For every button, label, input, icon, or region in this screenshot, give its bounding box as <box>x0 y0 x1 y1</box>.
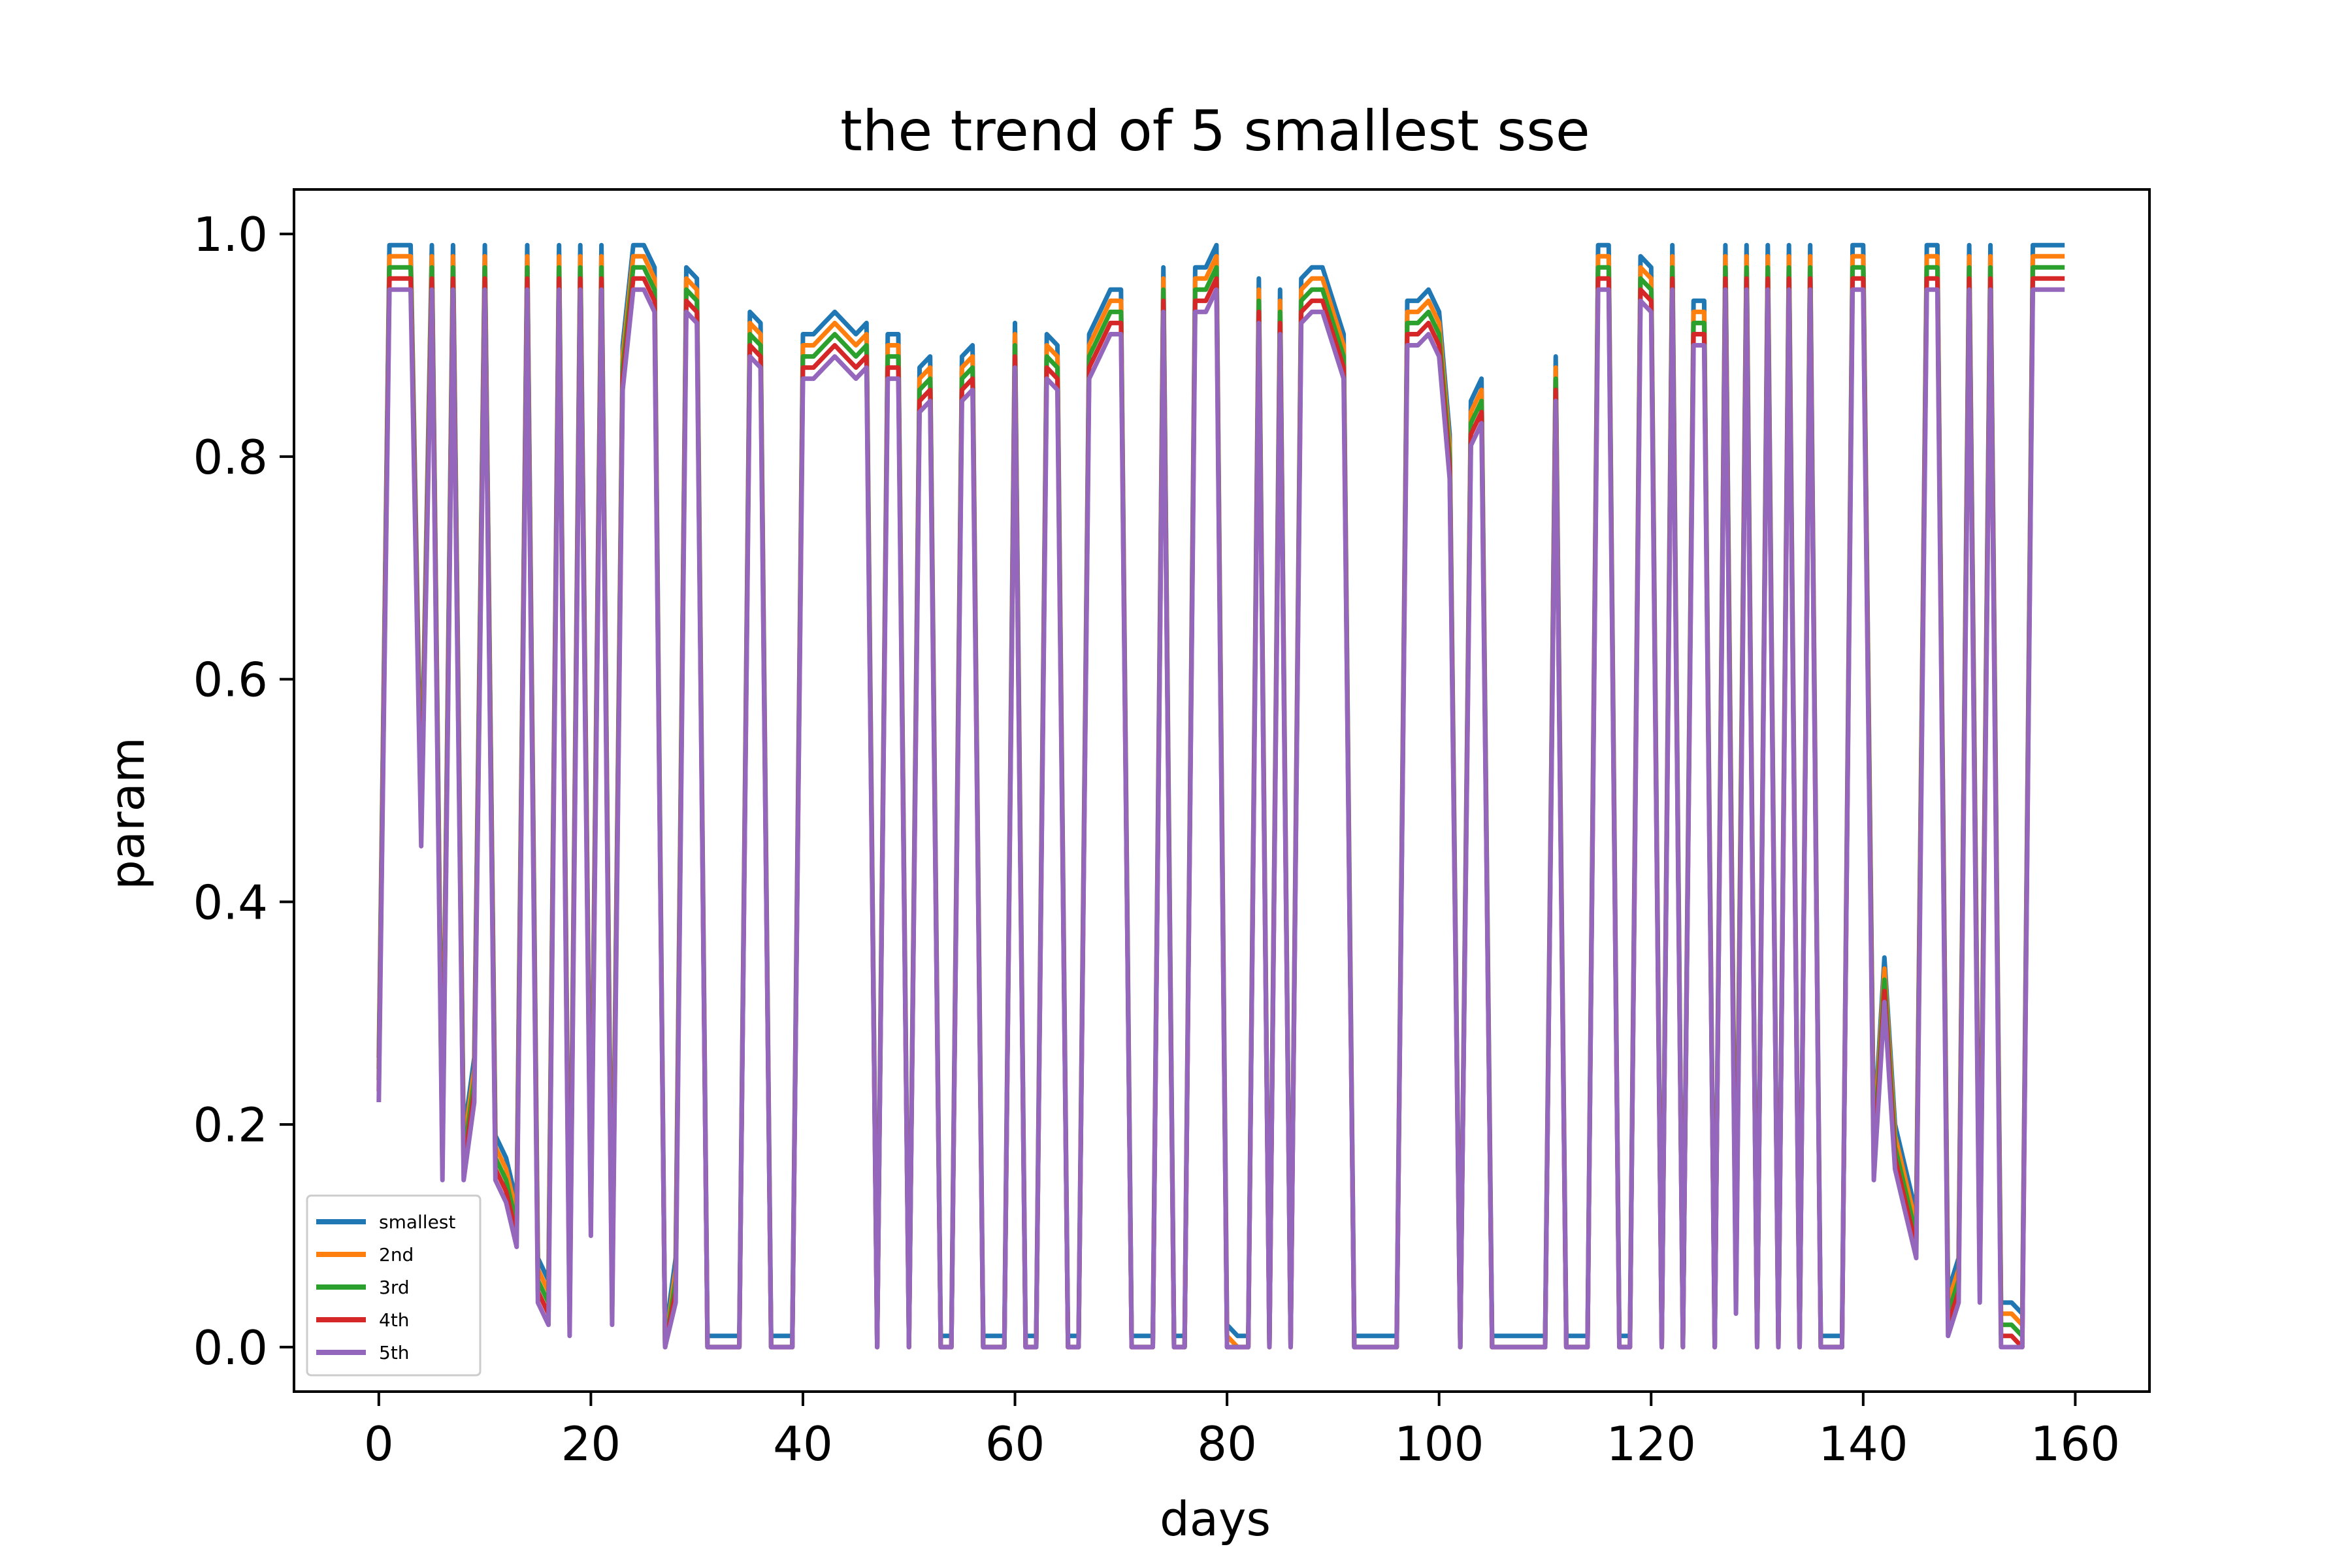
legend-label: 3rd <box>379 1277 410 1298</box>
y-tick-label: 0.0 <box>193 1320 268 1375</box>
y-tick-label: 0.2 <box>193 1098 268 1152</box>
x-axis-label: days <box>1160 1492 1271 1546</box>
legend-label: 5th <box>379 1342 410 1364</box>
legend-label: smallest <box>379 1211 455 1233</box>
legend-label: 4th <box>379 1309 410 1331</box>
y-axis: 0.0 0.2 0.4 0.6 0.8 1.0 <box>193 207 294 1375</box>
x-tick-label: 100 <box>1394 1416 1484 1471</box>
x-tick-label: 160 <box>2031 1416 2120 1471</box>
chart-title: the trend of 5 smallest sse <box>840 99 1590 164</box>
x-tick-label: 140 <box>1818 1416 1908 1471</box>
x-tick-label: 40 <box>773 1416 833 1471</box>
x-tick-label: 0 <box>364 1416 394 1471</box>
legend: smallest 2nd 3rd 4th 5th <box>306 1194 482 1377</box>
x-tick-label: 80 <box>1197 1416 1257 1471</box>
y-tick-label: 0.6 <box>193 653 268 708</box>
legend-label: 2nd <box>379 1244 414 1266</box>
y-tick-label: 0.4 <box>193 875 268 930</box>
x-tick-label: 60 <box>985 1416 1045 1471</box>
x-tick-label: 20 <box>561 1416 621 1471</box>
y-axis-label: param <box>100 737 155 890</box>
y-tick-label: 1.0 <box>193 207 268 262</box>
x-tick-label: 120 <box>1607 1416 1696 1471</box>
plot-frame <box>293 188 2151 1393</box>
legend-box <box>306 1194 482 1377</box>
y-tick-label: 0.8 <box>193 430 268 485</box>
series-line-5th <box>376 287 2065 1350</box>
plot-area <box>293 188 2151 1393</box>
x-axis: 0 20 40 60 80 100 120 140 160 <box>364 1392 2120 1471</box>
